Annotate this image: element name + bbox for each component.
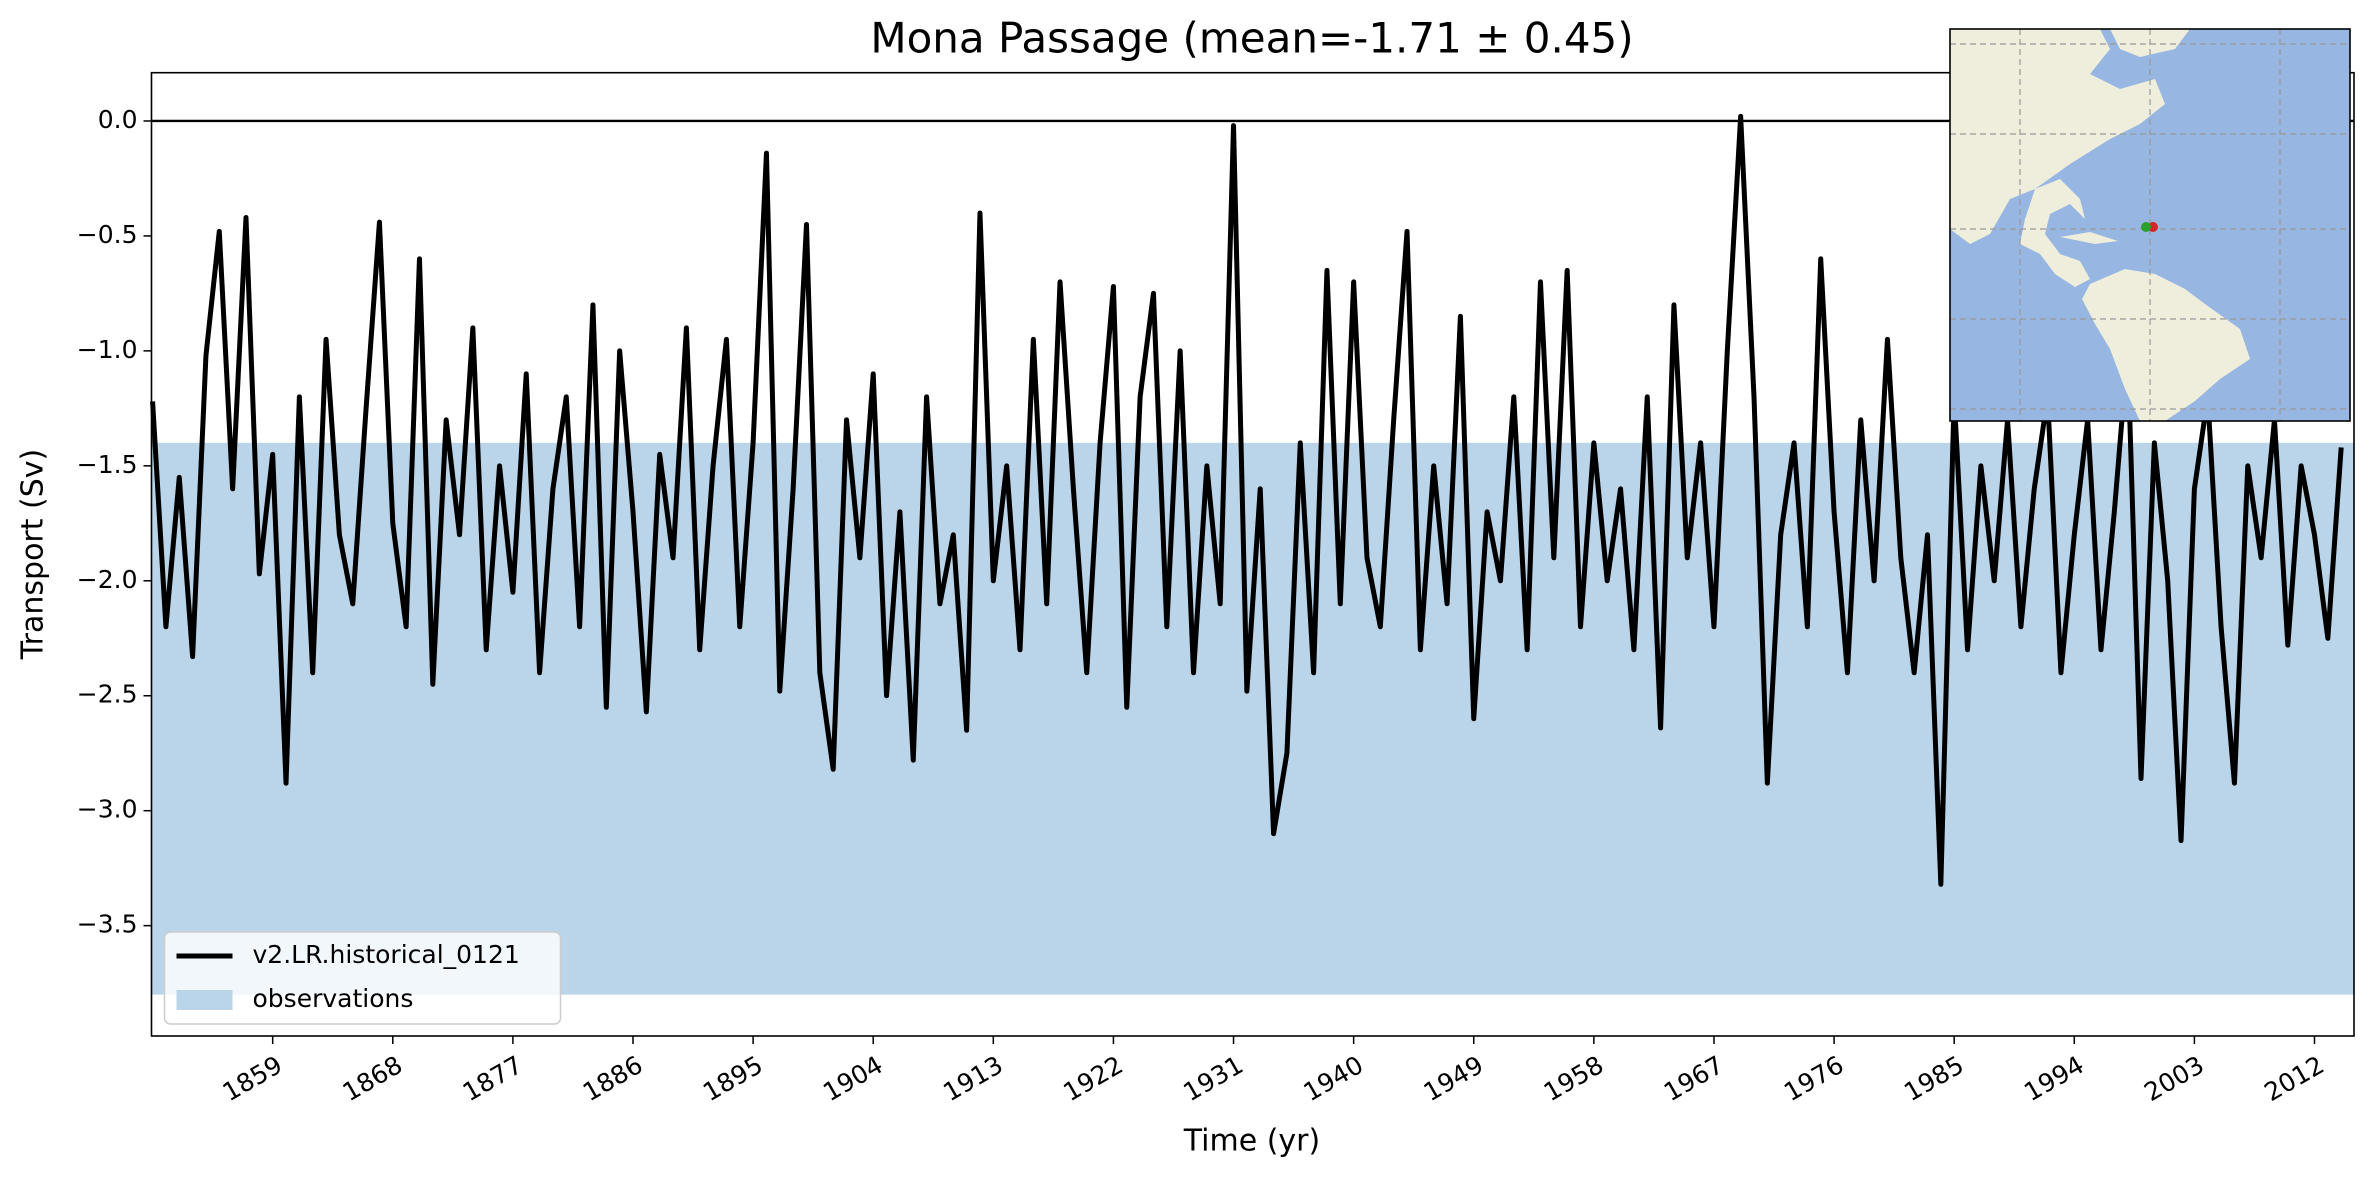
plot-area — [150, 113, 2354, 995]
y-tick-label: 0.0 — [98, 105, 138, 134]
x-tick-label: 2012 — [2259, 1050, 2329, 1107]
x-tick-label: 1940 — [1299, 1050, 1369, 1107]
y-tick-label: −1.5 — [77, 450, 138, 479]
x-tick-label: 1859 — [218, 1050, 288, 1107]
north-america — [1950, 29, 2165, 287]
chart-title: Mona Passage (mean=-1.71 ± 0.45) — [870, 14, 1633, 63]
x-tick-label: 1931 — [1178, 1050, 1248, 1107]
x-tick-label: 1877 — [458, 1050, 528, 1107]
inset-map — [1949, 28, 2351, 422]
x-tick-label: 1994 — [2019, 1050, 2089, 1107]
y-tick-label: −2.5 — [77, 680, 138, 709]
y-tick-label: −0.5 — [77, 220, 138, 249]
x-tick-label: 1958 — [1539, 1050, 1609, 1107]
x-tick-label: 1913 — [938, 1050, 1008, 1107]
axes-frame — [150, 71, 2355, 1037]
legend-label: observations — [253, 984, 414, 1013]
x-tick-label: 1976 — [1779, 1050, 1849, 1107]
y-axis-label: Transport (Sv) — [16, 449, 51, 661]
x-tick-label: 2003 — [2139, 1050, 2209, 1107]
x-tick-label: 1949 — [1419, 1050, 1489, 1107]
series-line — [150, 113, 2344, 887]
legend-swatch — [176, 990, 233, 1010]
legend-label: v2.LR.historical_0121 — [253, 940, 520, 969]
x-tick-label: 1985 — [1899, 1050, 1969, 1107]
x-tick-label: 1904 — [818, 1050, 888, 1107]
y-tick-label: −3.5 — [77, 910, 138, 939]
y-tick-label: −1.0 — [77, 335, 138, 364]
x-tick-label: 1895 — [698, 1050, 768, 1107]
x-tick-label: 1886 — [578, 1050, 648, 1107]
y-tick-label: −3.0 — [77, 795, 138, 824]
map-marker — [2148, 222, 2158, 232]
x-tick-label: 1922 — [1058, 1050, 1128, 1107]
south-america — [2082, 269, 2250, 421]
x-axis-label: Time (yr) — [1183, 1124, 1320, 1159]
legend-box — [163, 931, 562, 1025]
x-tick-label: 1967 — [1659, 1050, 1729, 1107]
map-marker — [2141, 222, 2151, 232]
inset-frame — [1949, 28, 2351, 422]
antilles — [2060, 232, 2118, 244]
x-tick-label: 1868 — [338, 1050, 408, 1107]
legend: v2.LR.historical_0121 observations — [163, 931, 562, 1025]
y-tick-label: −2.0 — [77, 565, 138, 594]
